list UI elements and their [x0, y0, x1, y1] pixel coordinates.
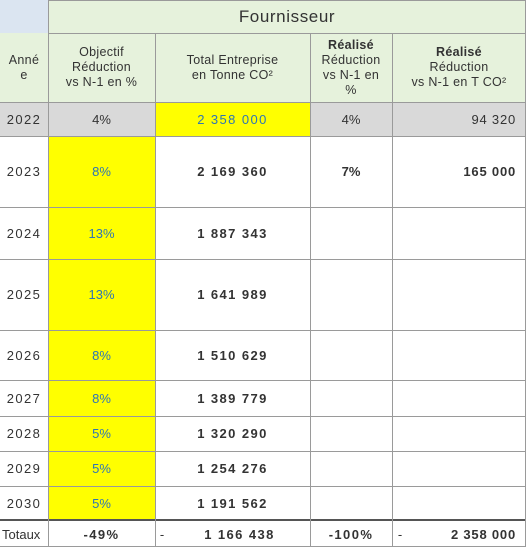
cell-realise-t: 94 320: [471, 111, 516, 127]
header-realise-pct-line3: vs N-1 en: [322, 67, 380, 82]
cell-total: 1 254 276: [197, 461, 268, 476]
group-title: Fournisseur: [48, 0, 526, 33]
cell-objectif: 5%: [48, 486, 155, 520]
group-title-text: Fournisseur: [238, 6, 336, 26]
cell-year: 2026: [6, 347, 42, 363]
header-year: Anné e: [0, 33, 48, 102]
header-year-line1: Anné: [8, 52, 40, 67]
header-total-line1: Total Entreprise: [186, 52, 279, 67]
grid-line: [0, 330, 526, 331]
grid-line: [392, 33, 393, 547]
header-realise-pct-line2: Réduction: [321, 52, 381, 67]
totals-total: 1 166 438: [204, 527, 275, 542]
cell-year: 2025: [6, 287, 42, 302]
cell-year: 2030: [6, 495, 42, 511]
header-objectif-line1: Objectif: [79, 45, 124, 59]
cell-year: 2027: [6, 390, 42, 406]
header-total-line2: en Tonne CO²: [191, 67, 274, 82]
grid-line: [0, 136, 526, 137]
header-realise-t: Réalisé Réduction vs N-1 en T CO²: [392, 33, 526, 102]
header-realise-t-line2: Réduction: [429, 60, 489, 74]
totals-realise-t-dash: -: [397, 527, 403, 542]
cell-objectif: 8%: [48, 330, 155, 380]
cell-total-highlight: 2 358 000: [155, 102, 310, 136]
totals-objectif: -49%: [83, 527, 120, 542]
cell-objectif: 4%: [92, 111, 111, 127]
cell-total: 1 641 989: [197, 287, 268, 302]
header-realise-pct: Réalisé Réduction vs N-1 en %: [310, 33, 392, 102]
header-realise-pct-line4: %: [345, 82, 357, 97]
grid-line: [0, 259, 526, 260]
header-realise-t-line3: vs N-1 en T CO²: [411, 75, 507, 89]
header-total: Total Entreprise en Tonne CO²: [155, 33, 310, 102]
totals-realise-t: 2 358 000: [450, 527, 516, 542]
totals-realise-pct: -100%: [328, 527, 374, 542]
grid-line: [0, 207, 526, 208]
corner-cell: [0, 0, 48, 33]
grid-line: [0, 380, 526, 381]
cell-objectif: 13%: [48, 207, 155, 259]
grid-line: [48, 0, 49, 547]
cell-objectif: 5%: [48, 451, 155, 486]
grid-line: [155, 33, 156, 547]
cell-total: 1 389 779: [197, 390, 268, 406]
cell-realise-t: 165 000: [463, 164, 516, 179]
grid-line: [48, 0, 526, 1]
cell-year: 2022: [6, 111, 42, 127]
grid-line: [0, 486, 526, 487]
header-objectif-line3: vs N-1 en %: [65, 75, 138, 89]
totals-label: Totaux: [2, 527, 41, 542]
totals-total-dash: -: [159, 527, 165, 542]
header-objectif: Objectif Réduction vs N-1 en %: [48, 33, 155, 102]
header-year-line2: e: [20, 67, 28, 82]
cell-objectif: 8%: [48, 380, 155, 416]
header-objectif-line2: Réduction: [72, 60, 131, 74]
cell-total: 1 320 290: [197, 426, 268, 441]
grid-line: [0, 416, 526, 417]
totals-separator: [0, 519, 526, 521]
grid-line: [310, 33, 311, 547]
cell-objectif: 8%: [48, 136, 155, 207]
cell-objectif: 5%: [48, 416, 155, 451]
cell-total: 1 887 343: [197, 225, 268, 241]
cell-year: 2024: [6, 225, 42, 241]
cell-year: 2028: [6, 426, 42, 441]
grid-line: [0, 451, 526, 452]
cell-year: 2029: [6, 461, 42, 476]
cell-realise-pct: 4%: [341, 111, 361, 127]
cell-total: 1 191 562: [197, 495, 268, 511]
cell-total: 2 169 360: [197, 164, 268, 179]
grid-line: [0, 102, 526, 103]
cell-realise-pct: 7%: [341, 164, 361, 179]
cell-objectif: 13%: [48, 259, 155, 330]
grid-line: [48, 33, 526, 34]
header-realise-t-line1: Réalisé: [436, 45, 482, 59]
cell-total: 1 510 629: [197, 347, 268, 363]
cell-year: 2023: [6, 164, 42, 179]
header-realise-pct-line1: Réalisé: [328, 37, 374, 52]
